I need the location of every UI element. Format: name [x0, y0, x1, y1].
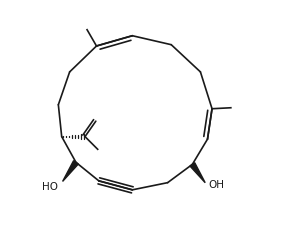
Polygon shape — [62, 161, 78, 181]
Text: HO: HO — [42, 182, 58, 192]
Text: OH: OH — [208, 180, 224, 190]
Polygon shape — [190, 163, 205, 183]
